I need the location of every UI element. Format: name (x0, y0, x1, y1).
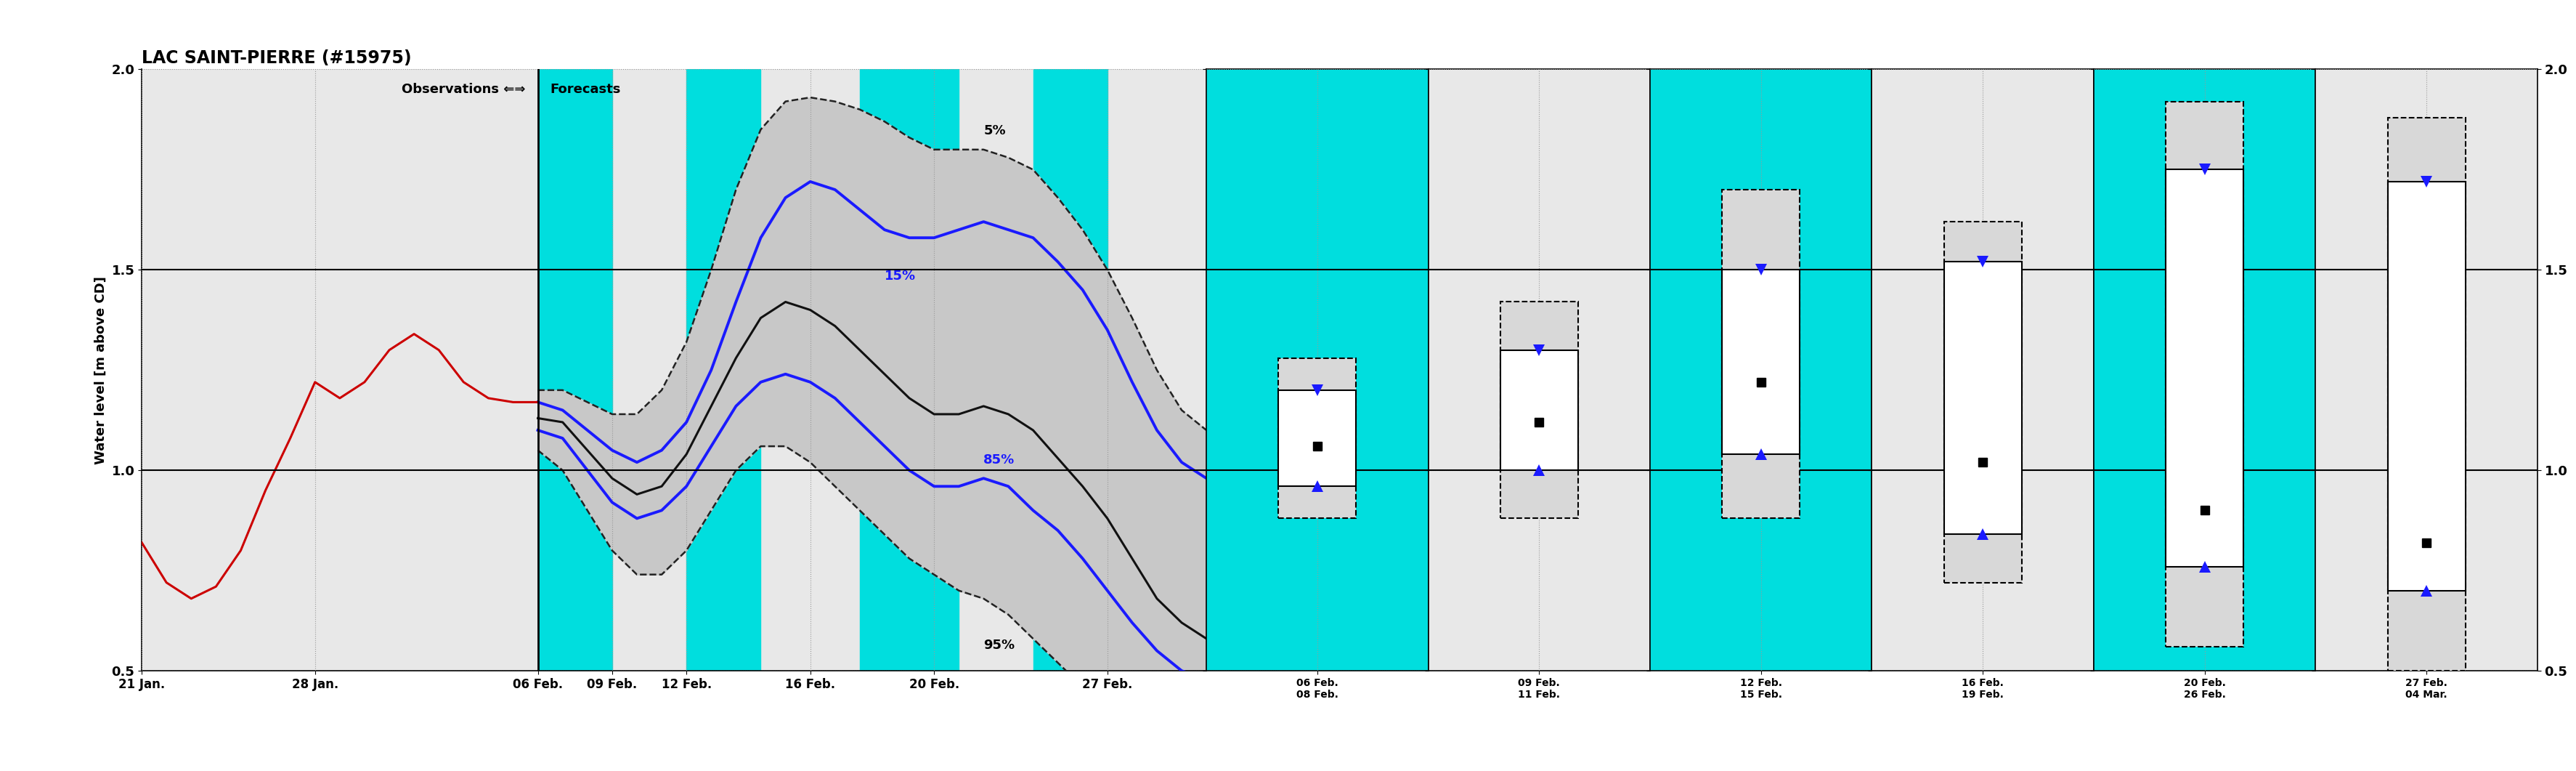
Text: 85%: 85% (984, 453, 1015, 466)
Bar (1033, 69, 1108, 671)
Bar (2166, 102, 2244, 647)
Bar (2388, 182, 2465, 591)
Bar (1278, 390, 1355, 487)
Text: 95%: 95% (984, 638, 1015, 651)
Bar (860, 69, 958, 671)
Bar (538, 69, 613, 671)
Y-axis label: Water level [m above CD]: Water level [m above CD] (95, 276, 108, 464)
Text: 5%: 5% (984, 124, 1005, 137)
Bar (1723, 270, 1801, 454)
Bar (1278, 358, 1355, 518)
Text: 15%: 15% (884, 270, 917, 283)
Text: Observations ⇐⇒: Observations ⇐⇒ (402, 83, 526, 96)
Bar (685, 69, 760, 671)
Bar (1945, 262, 2022, 534)
Bar (1499, 350, 1579, 470)
Bar (1499, 302, 1579, 518)
Text: Forecasts: Forecasts (551, 83, 621, 96)
Bar (2388, 117, 2465, 671)
Text: LAC SAINT-PIERRE (#15975): LAC SAINT-PIERRE (#15975) (142, 49, 412, 67)
Bar (1945, 222, 2022, 583)
Bar (2166, 170, 2244, 567)
Bar (1723, 190, 1801, 518)
